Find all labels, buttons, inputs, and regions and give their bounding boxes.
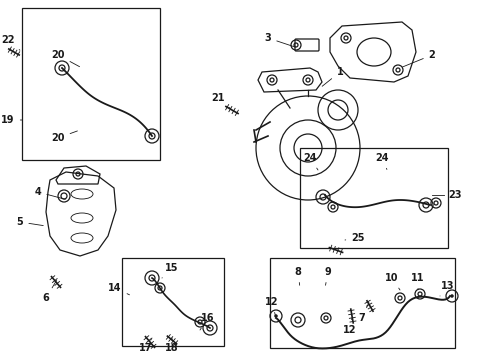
- Bar: [270, 258, 455, 348]
- Text: 17: 17: [139, 338, 153, 353]
- Text: 9: 9: [325, 267, 331, 285]
- Text: 19: 19: [1, 115, 22, 125]
- Text: 6: 6: [43, 280, 56, 303]
- Text: 16: 16: [200, 313, 215, 330]
- Text: 2: 2: [403, 50, 436, 67]
- Text: 13: 13: [440, 281, 455, 296]
- Text: 20: 20: [51, 50, 79, 67]
- Text: 25: 25: [345, 233, 365, 243]
- Bar: [22, 8, 160, 160]
- Bar: [122, 258, 224, 346]
- Circle shape: [450, 294, 454, 297]
- Text: 18: 18: [165, 338, 179, 353]
- Text: 4: 4: [35, 187, 65, 199]
- Text: 8: 8: [294, 267, 301, 285]
- Text: 10: 10: [385, 273, 400, 290]
- Text: 11: 11: [411, 273, 425, 289]
- Text: 15: 15: [162, 263, 179, 278]
- Text: 5: 5: [17, 217, 43, 227]
- Text: 24: 24: [375, 153, 389, 170]
- Text: 14: 14: [108, 283, 129, 295]
- Text: 3: 3: [265, 33, 295, 47]
- Text: 20: 20: [51, 131, 77, 143]
- Text: 12: 12: [265, 297, 279, 315]
- Text: 12: 12: [343, 319, 357, 335]
- Circle shape: [274, 315, 277, 318]
- Text: 22: 22: [1, 35, 20, 50]
- Text: 23: 23: [448, 190, 462, 200]
- Text: 24: 24: [303, 153, 318, 170]
- Text: 1: 1: [322, 67, 343, 86]
- Bar: [300, 148, 448, 248]
- Text: 21: 21: [211, 93, 230, 108]
- Text: 7: 7: [359, 302, 369, 323]
